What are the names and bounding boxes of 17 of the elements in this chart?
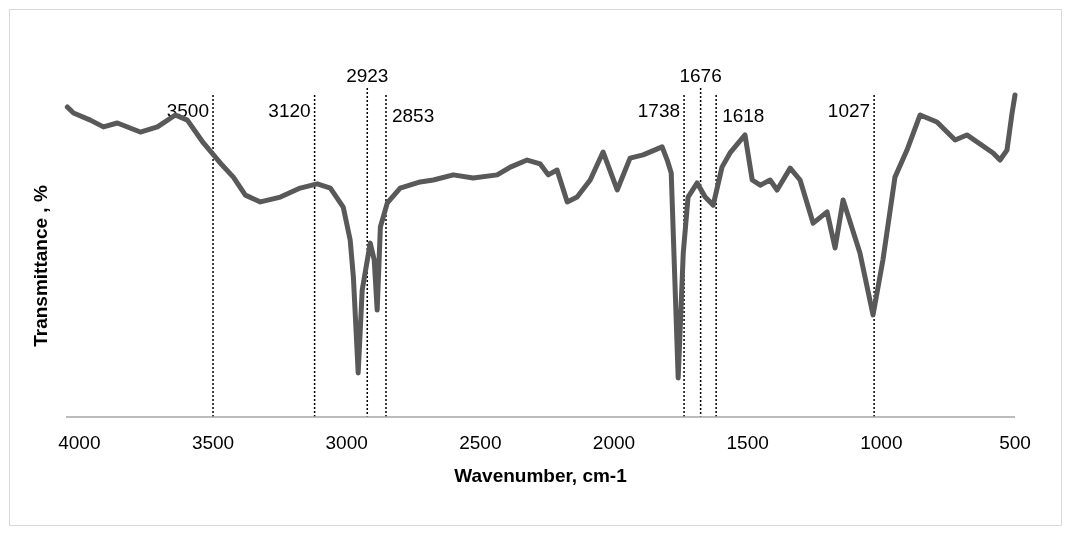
ref-line-label: 1618 xyxy=(722,105,765,126)
x-tick-label: 1500 xyxy=(726,432,769,453)
ref-line-label: 2923 xyxy=(346,65,389,86)
y-axis-title: Transmittance , % xyxy=(30,185,51,347)
ref-line-label: 1738 xyxy=(637,100,681,121)
x-tick-label: 500 xyxy=(999,432,1031,453)
ref-line-label: 2853 xyxy=(391,105,435,126)
x-tick-label: 1000 xyxy=(860,432,903,453)
ref-line-label: 1676 xyxy=(679,65,722,86)
x-tick-label: 3000 xyxy=(325,432,368,453)
x-tick-label: 4000 xyxy=(58,432,101,453)
ref-line-label: 3120 xyxy=(268,100,311,121)
x-tick-label: 2500 xyxy=(459,432,502,453)
x-axis-title: Wavenumber, cm-1 xyxy=(454,465,628,486)
x-tick-label: 2000 xyxy=(592,432,636,453)
ref-line-label: 1027 xyxy=(827,100,871,121)
x-tick-label: 3500 xyxy=(191,432,235,453)
